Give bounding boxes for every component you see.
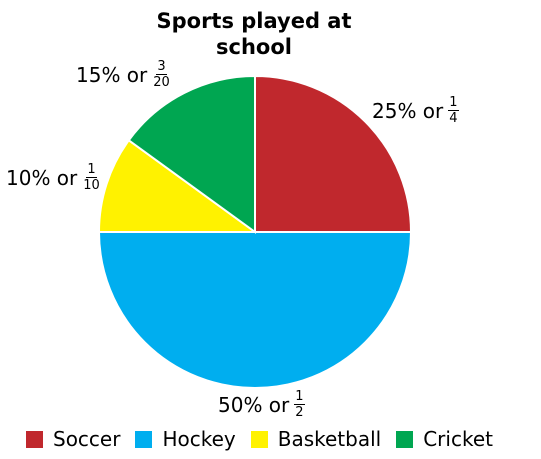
legend-item-hockey: Hockey <box>135 427 236 451</box>
legend: Soccer Hockey Basketball Cricket <box>26 427 508 451</box>
chart-title: Sports played at school <box>120 8 388 60</box>
legend-item-basketball: Basketball <box>250 427 382 451</box>
pie-slice-soccer <box>254 74 413 233</box>
pie-slice-hockey <box>97 231 413 389</box>
slice-label-basketball: 10% or 1 10 <box>6 162 100 193</box>
chart-title-line-1: Sports played at <box>156 9 352 33</box>
legend-label-basketball: Basketball <box>277 427 382 451</box>
chart-title-line-2: school <box>216 35 292 59</box>
legend-swatch-soccer <box>26 430 43 448</box>
pie-slice-basketball <box>97 138 259 233</box>
legend-swatch-hockey <box>135 430 153 448</box>
slice-label-cricket: 15% or 3 20 <box>76 59 170 90</box>
legend-label-soccer: Soccer <box>53 427 121 451</box>
legend-item-cricket: Cricket <box>396 427 493 451</box>
legend-label-hockey: Hockey <box>162 427 236 451</box>
legend-label-cricket: Cricket <box>423 427 493 451</box>
pie-slice-cricket <box>127 74 256 234</box>
legend-item-soccer: Soccer <box>26 427 120 451</box>
legend-swatch-cricket <box>396 430 414 448</box>
legend-swatch-basketball <box>250 430 268 448</box>
